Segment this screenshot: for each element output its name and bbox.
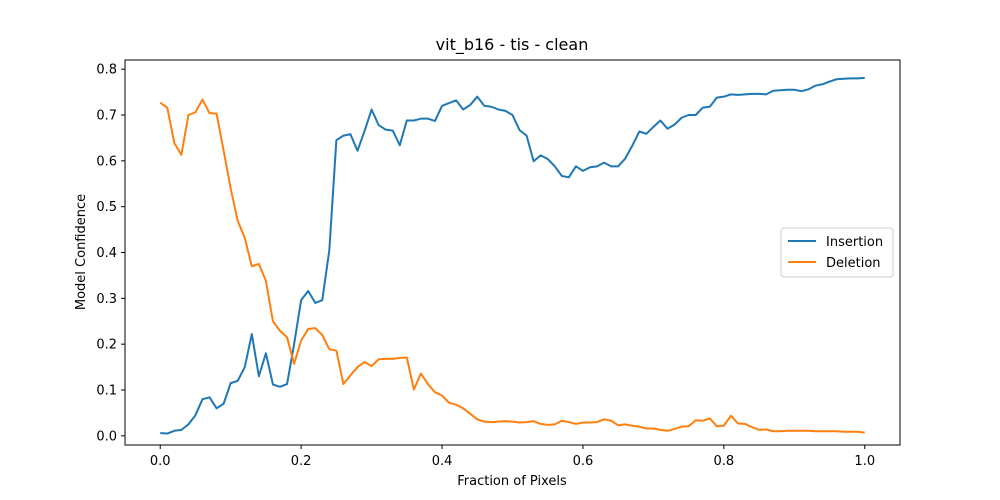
y-tick-label: 0.8 xyxy=(96,63,117,78)
y-axis-label: Model Confidence xyxy=(74,194,89,310)
x-tick-label: 0.4 xyxy=(432,454,453,469)
series-layer xyxy=(159,76,865,435)
x-tick-label: 1.0 xyxy=(854,454,875,469)
x-tick-label: 0.2 xyxy=(291,454,312,469)
legend-label-deletion: Deletion xyxy=(826,256,881,271)
y-tick-label: 0.3 xyxy=(96,292,117,307)
y-axis: 0.0 0.1 0.2 0.3 0.4 0.5 0.6 0.7 0.8 xyxy=(96,63,125,444)
y-tick-label: 0.5 xyxy=(96,200,117,215)
x-axis: 0.0 0.2 0.4 0.6 0.8 1.0 xyxy=(150,445,875,469)
legend: Insertion Deletion xyxy=(780,227,894,278)
x-tick-label: 0.8 xyxy=(714,454,735,469)
y-tick-label: 0.7 xyxy=(96,109,117,124)
x-tick-label: 0.6 xyxy=(573,454,594,469)
y-tick-label: 0.2 xyxy=(96,338,117,353)
legend-label-insertion: Insertion xyxy=(826,235,883,250)
series-line-insertion xyxy=(160,76,865,435)
y-tick-label: 0.0 xyxy=(96,429,117,444)
chart-title: vit_b16 - tis - clean xyxy=(436,35,589,55)
x-tick-label: 0.0 xyxy=(150,454,171,469)
y-tick-label: 0.6 xyxy=(96,154,117,169)
series-line-deletion xyxy=(159,98,865,434)
y-tick-label: 0.1 xyxy=(96,384,117,399)
y-tick-label: 0.4 xyxy=(96,246,117,261)
x-axis-label: Fraction of Pixels xyxy=(457,474,567,489)
